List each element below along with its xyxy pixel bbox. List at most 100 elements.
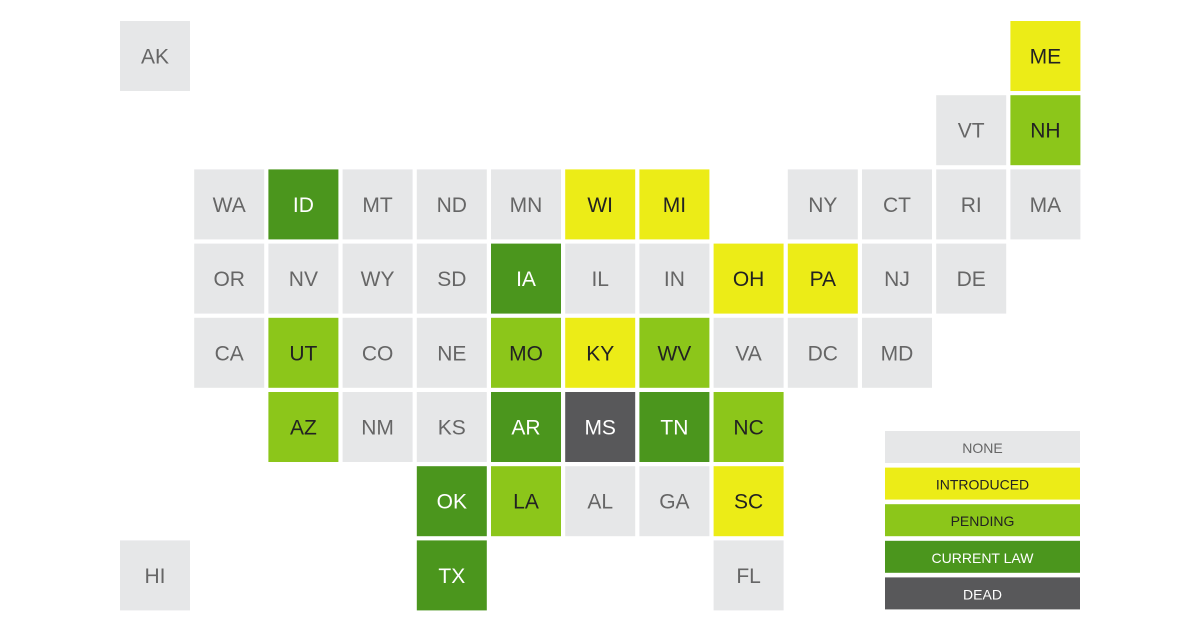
state-tile — [713, 243, 784, 314]
state-tile — [120, 21, 190, 91]
state-label: NY — [808, 194, 837, 217]
state-label: AL — [587, 491, 613, 514]
legend-swatch — [885, 577, 1080, 610]
state-label: MA — [1030, 194, 1062, 217]
state-tile — [416, 243, 487, 314]
state-label: TN — [660, 417, 688, 440]
state-tile — [416, 392, 487, 462]
state-label: OK — [437, 491, 467, 514]
state-tile — [342, 317, 413, 388]
state-label: WI — [587, 194, 613, 217]
state-tile — [1010, 95, 1081, 166]
state-label: MI — [663, 194, 686, 217]
state-label: DC — [808, 342, 838, 365]
state-label: PA — [810, 268, 836, 291]
state-label: NV — [289, 268, 318, 291]
legend-label: DEAD — [963, 586, 1002, 602]
state-label: GA — [659, 491, 689, 514]
legend-label: NONE — [962, 440, 1002, 456]
state-label: ND — [437, 194, 467, 217]
state-label: SC — [734, 491, 763, 514]
state-label: WV — [657, 342, 691, 365]
state-label: LA — [513, 491, 539, 514]
state-label: MO — [509, 342, 543, 365]
state-label: KY — [586, 342, 614, 365]
state-tile — [194, 169, 265, 240]
state-tile — [565, 392, 636, 462]
state-label: IL — [591, 268, 609, 291]
state-label: OH — [733, 268, 765, 291]
state-label: MD — [881, 342, 914, 365]
state-tile — [342, 169, 413, 240]
state-tile — [936, 243, 1007, 314]
state-tile — [416, 317, 487, 388]
state-label: WY — [361, 268, 395, 291]
state-tile — [565, 466, 636, 537]
state-tile — [491, 169, 561, 240]
legend-label: PENDING — [951, 513, 1015, 529]
state-tile — [787, 243, 858, 314]
legend-swatch — [885, 504, 1080, 537]
state-tile — [862, 169, 932, 240]
state-tile — [268, 243, 339, 314]
legend-label: INTRODUCED — [936, 477, 1029, 493]
state-tile — [194, 317, 265, 388]
state-label: UT — [289, 342, 317, 365]
state-tile — [713, 466, 784, 537]
legend-swatch — [885, 540, 1080, 573]
state-label: AK — [141, 46, 169, 69]
state-tile — [565, 317, 636, 388]
state-tile — [713, 540, 784, 611]
state-label: KS — [438, 417, 466, 440]
state-label: TX — [438, 565, 465, 588]
state-tile — [713, 392, 784, 462]
state-tile — [639, 243, 710, 314]
state-tile — [639, 169, 710, 240]
state-tile — [268, 392, 339, 462]
state-tile — [491, 243, 561, 314]
state-tile — [268, 169, 339, 240]
state-tile — [787, 169, 858, 240]
state-label: IA — [516, 268, 536, 291]
state-label: NJ — [884, 268, 910, 291]
state-label: AR — [511, 417, 540, 440]
state-tile — [713, 317, 784, 388]
state-tile — [491, 317, 561, 388]
state-label: VT — [958, 120, 985, 143]
state-label: CA — [215, 342, 244, 365]
state-tile — [565, 243, 636, 314]
legend-swatch — [885, 467, 1080, 500]
state-label: OR — [213, 268, 245, 291]
state-tile — [416, 540, 487, 611]
state-label: VA — [735, 342, 761, 365]
state-tile — [639, 466, 710, 537]
state-label: FL — [736, 565, 761, 588]
state-tile — [491, 392, 561, 462]
state-tile — [639, 317, 710, 388]
state-label: NC — [733, 417, 763, 440]
state-tile — [120, 540, 190, 611]
state-label: IN — [664, 268, 685, 291]
state-tile — [639, 392, 710, 462]
state-tile — [342, 392, 413, 462]
state-label: CO — [362, 342, 394, 365]
state-label: NE — [437, 342, 466, 365]
state-tile — [416, 169, 487, 240]
state-label: NH — [1030, 120, 1060, 143]
state-tile — [936, 95, 1007, 166]
state-label: ID — [293, 194, 314, 217]
state-tile — [787, 317, 858, 388]
legend-swatch — [885, 431, 1080, 463]
state-tile — [342, 243, 413, 314]
state-tile — [416, 466, 487, 537]
state-tile — [194, 243, 265, 314]
state-label: DE — [957, 268, 986, 291]
state-label: MT — [362, 194, 392, 217]
state-label: NM — [361, 417, 394, 440]
state-label: RI — [961, 194, 982, 217]
state-tile — [936, 169, 1007, 240]
state-label: ME — [1030, 46, 1062, 69]
state-label: AZ — [290, 417, 317, 440]
state-label: CT — [883, 194, 911, 217]
state-label: HI — [145, 565, 166, 588]
